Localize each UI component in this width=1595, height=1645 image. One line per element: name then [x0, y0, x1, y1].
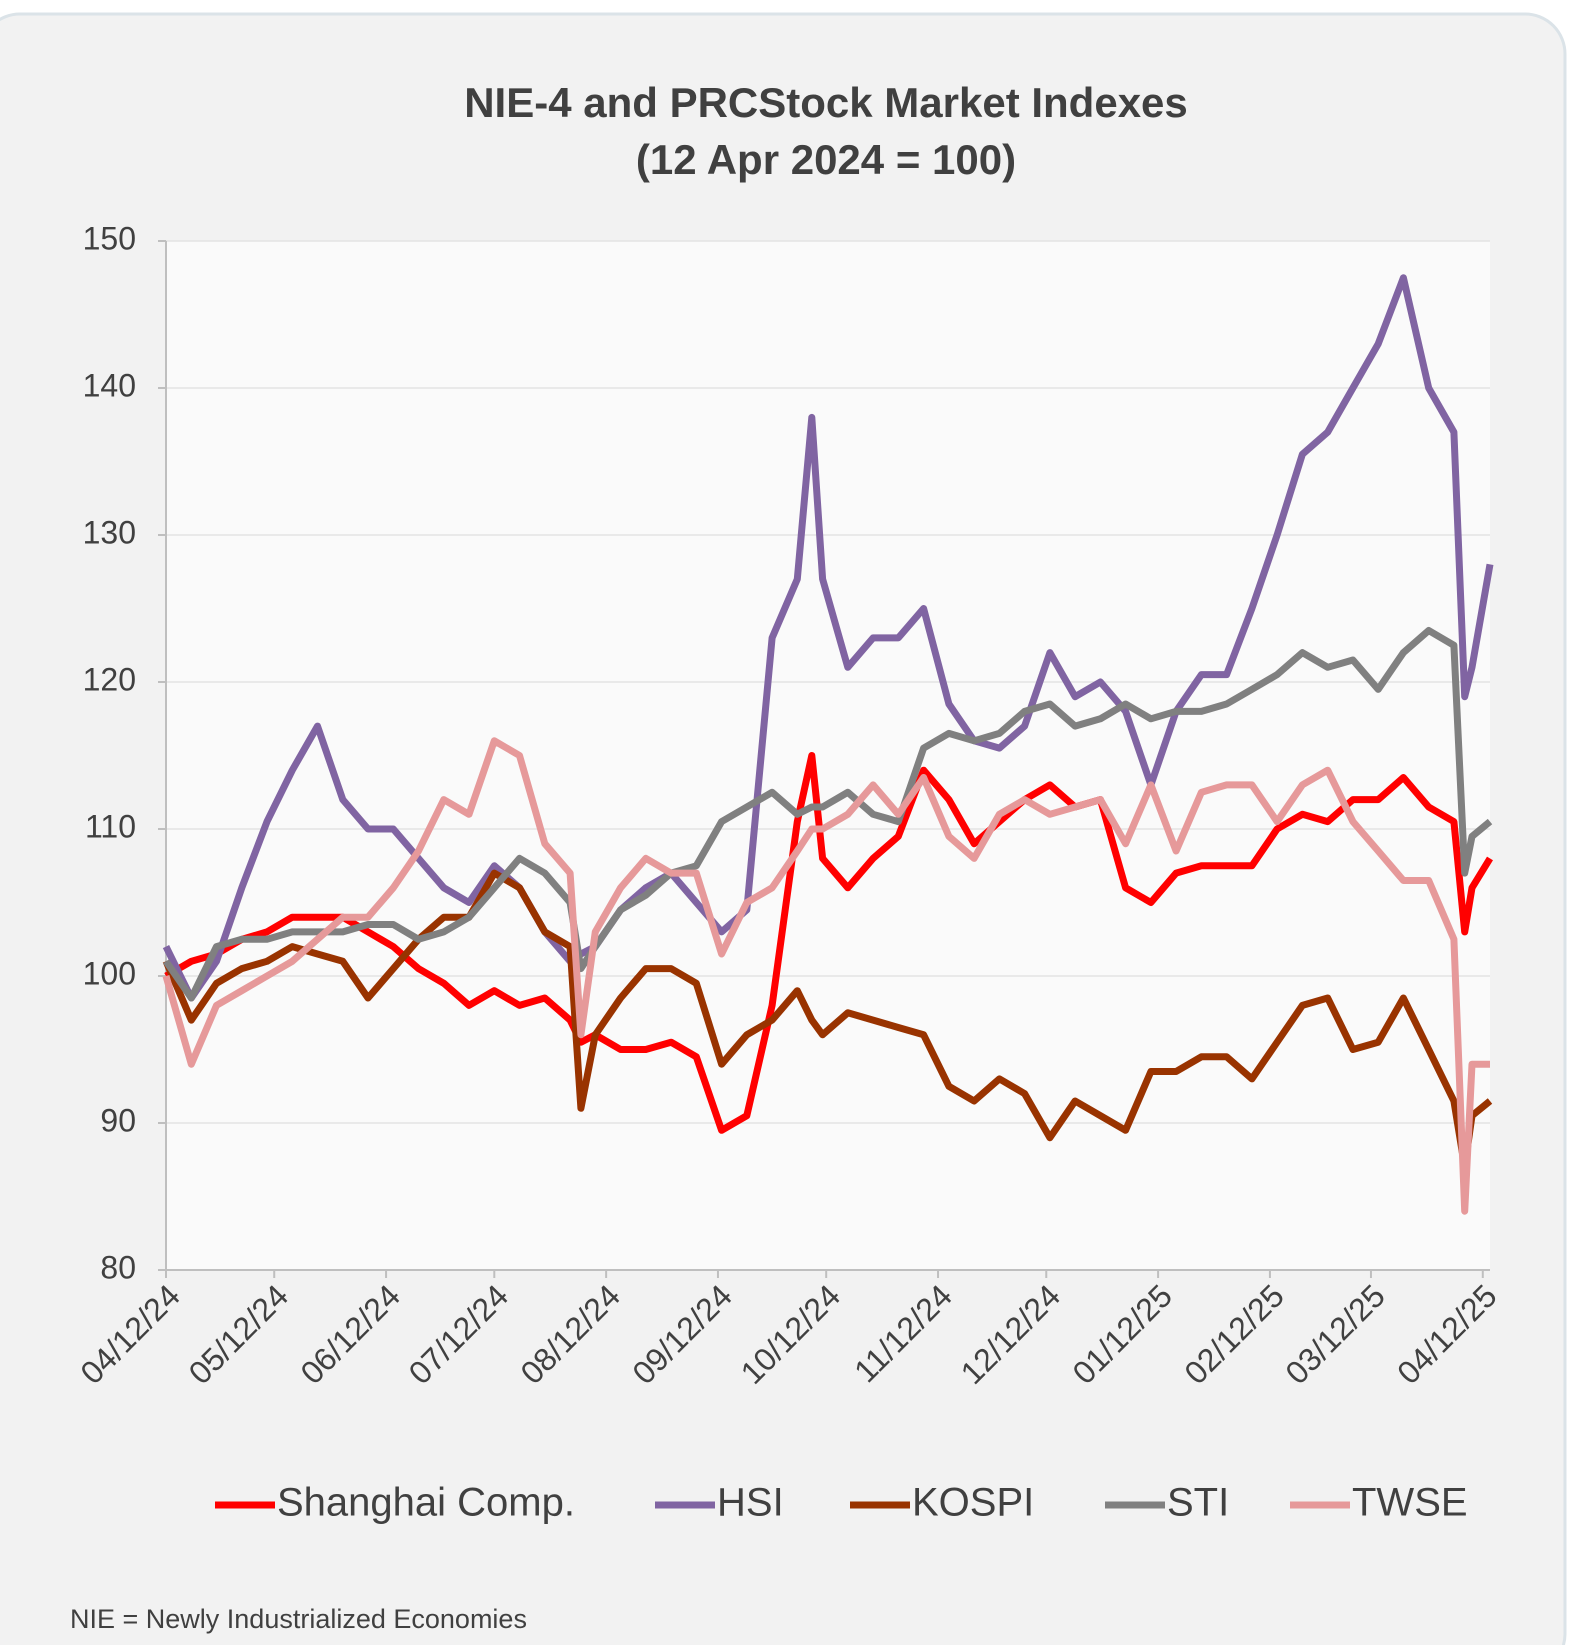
legend-label: STI [1167, 1481, 1229, 1525]
y-tick-label: 100 [83, 955, 136, 991]
series-line [162, 869, 1493, 1171]
y-tick-label: 80 [100, 1249, 136, 1285]
plot-area [166, 241, 1490, 1270]
y-tick-label: 150 [83, 220, 136, 256]
y-tick-label: 90 [100, 1102, 136, 1138]
series-line [163, 627, 1493, 1002]
footnote: NIE = Newly Industrialized Economies [70, 1604, 527, 1634]
y-tick-label: 120 [83, 661, 136, 697]
legend-label: Shanghai Comp. [277, 1481, 575, 1525]
legend-label: HSI [717, 1481, 784, 1525]
legend-label: TWSE [1352, 1481, 1468, 1525]
series-line [162, 737, 1490, 1215]
chart-title: NIE-4 and PRCStock Market Indexes [464, 79, 1188, 126]
legend-label: KOSPI [912, 1481, 1034, 1525]
y-tick-label: 130 [83, 514, 136, 550]
chart-subtitle: (12 Apr 2024 = 100) [636, 136, 1016, 183]
y-tick-label: 110 [85, 808, 136, 844]
series-line [162, 274, 1494, 1002]
y-tick-label: 140 [83, 367, 136, 403]
